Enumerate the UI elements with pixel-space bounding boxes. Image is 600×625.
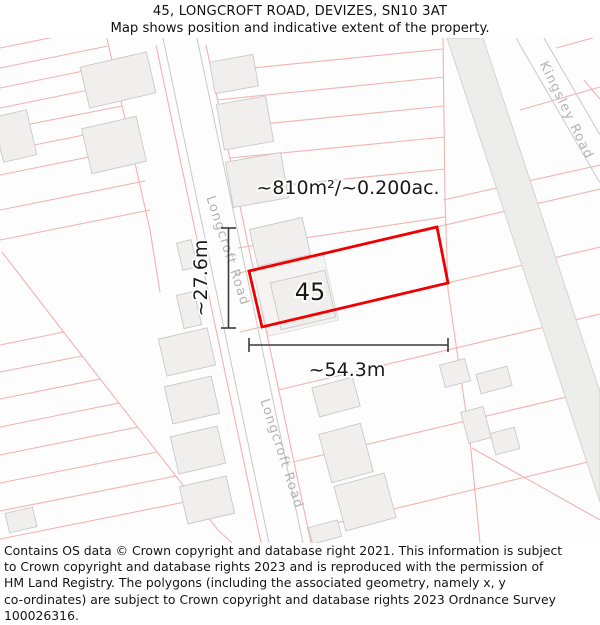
copyright-line: to Crown copyright and database rights 2…: [4, 559, 544, 575]
copyright-line: 100026316.: [4, 607, 79, 623]
page-title: 45, LONGCROFT ROAD, DEVIZES, SN10 3AT: [152, 4, 448, 19]
height-dimension: [221, 227, 236, 329]
map-header: 45, LONGCROFT ROAD, DEVIZES, SN10 3AT Ma…: [0, 0, 600, 38]
height-dimension-label: ~27.6m: [190, 240, 212, 317]
map-canvas: Longcroft Road Longcroft Road Kingsley R…: [0, 38, 600, 543]
copyright-line: Contains OS data © Crown copyright and d…: [4, 543, 563, 558]
copyright-footer: Contains OS data © Crown copyright and d…: [0, 543, 600, 625]
page-subtitle: Map shows position and indicative extent…: [110, 21, 490, 36]
copyright-line: HM Land Registry. The polygons (includin…: [4, 575, 506, 591]
track-path: [446, 38, 600, 503]
copyright-line: co-ordinates) are subject to Crown copyr…: [4, 591, 556, 607]
width-dimension: [248, 338, 449, 352]
plot-number-label: 45: [295, 278, 326, 306]
kingsley-road: [515, 38, 600, 184]
property-boundary-45: [247, 225, 450, 329]
area-label: ~810m²/~0.200ac.: [256, 177, 439, 199]
longcroft-road: [162, 38, 304, 543]
width-dimension-label: ~54.3m: [309, 359, 386, 381]
